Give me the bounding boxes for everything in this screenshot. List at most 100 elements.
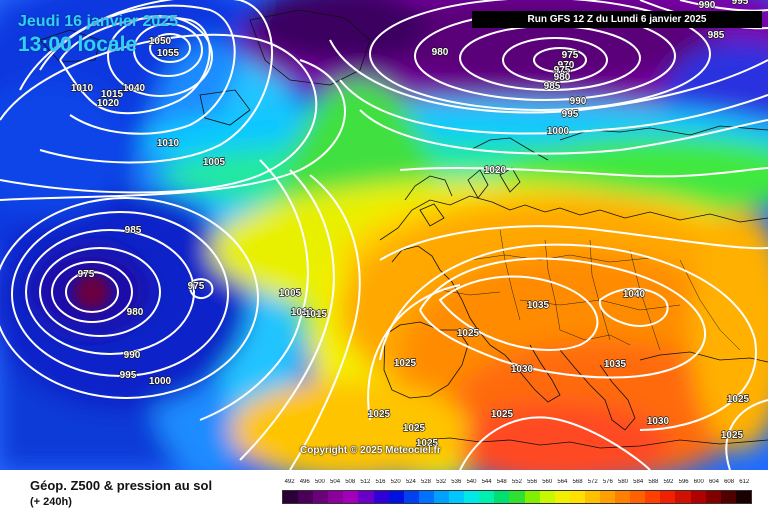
scale-swatch bbox=[373, 491, 389, 503]
pressure-label: 1050 bbox=[149, 36, 172, 47]
pressure-label: 1040 bbox=[123, 83, 146, 94]
pressure-label: 1005 bbox=[203, 157, 226, 168]
pressure-label: 975 bbox=[562, 50, 579, 61]
scale-swatch bbox=[313, 491, 329, 503]
pressure-label: 1025 bbox=[491, 409, 514, 420]
pressure-label: 975 bbox=[554, 65, 571, 76]
copyright-notice: Copyright © 2025 Meteociel.fr bbox=[300, 445, 441, 456]
scale-label: 596 bbox=[678, 479, 689, 485]
pressure-label: 980 bbox=[554, 72, 571, 83]
pressure-label: 1005 bbox=[279, 288, 302, 299]
scale-swatch bbox=[403, 491, 419, 503]
scale-swatch bbox=[479, 491, 495, 503]
scale-label: 572 bbox=[587, 479, 598, 485]
forecast-date: Jeudi 16 janvier 2025 bbox=[18, 13, 179, 30]
pressure-label: 1025 bbox=[416, 438, 439, 449]
scale-label: 500 bbox=[314, 479, 325, 485]
scale-label: 604 bbox=[708, 479, 719, 485]
pressure-label: 1020 bbox=[484, 165, 507, 176]
color-scale-labels: 492 496 500 504 508 512 516 520 524 528 532 536 540 5… bbox=[282, 479, 752, 489]
scale-label: 560 bbox=[542, 479, 553, 485]
pressure-label: 1025 bbox=[727, 394, 750, 405]
scale-label: 512 bbox=[360, 479, 371, 485]
scale-swatch bbox=[599, 491, 616, 503]
scale-label: 584 bbox=[633, 479, 644, 485]
weather-map: 1050 1055 1040 1010 1015 1020 1010 1005 980 975 97… bbox=[0, 0, 768, 470]
pressure-label: 1055 bbox=[157, 48, 180, 59]
scale-label: 508 bbox=[345, 479, 356, 485]
scale-swatch bbox=[283, 491, 299, 503]
pressure-label: 975 bbox=[188, 281, 205, 292]
scale-swatch bbox=[720, 491, 736, 503]
pressure-label: 1010 bbox=[291, 307, 314, 318]
scale-label: 588 bbox=[648, 479, 659, 485]
legend-footer: Géop. Z500 & pression au sol (+ 240h) 49… bbox=[0, 470, 768, 512]
pressure-label: 995 bbox=[562, 109, 579, 120]
scale-label: 552 bbox=[511, 479, 522, 485]
scale-swatch bbox=[433, 491, 450, 503]
scale-label: 496 bbox=[299, 479, 310, 485]
pressure-label: 1025 bbox=[368, 409, 391, 420]
scale-swatch bbox=[539, 491, 555, 503]
pressure-label: 1035 bbox=[527, 300, 550, 311]
scale-label: 608 bbox=[724, 479, 735, 485]
scale-label: 564 bbox=[557, 479, 568, 485]
scale-swatch bbox=[509, 491, 525, 503]
scale-label: 492 bbox=[284, 479, 295, 485]
pressure-label: 980 bbox=[432, 47, 449, 58]
pressure-label: 1035 bbox=[604, 359, 627, 370]
scale-label: 600 bbox=[693, 479, 704, 485]
scale-swatch bbox=[494, 491, 510, 503]
pressure-label: 995 bbox=[732, 0, 749, 7]
coastlines bbox=[39, 9, 768, 449]
color-scale-bar bbox=[282, 490, 752, 504]
pressure-label: 1010 bbox=[157, 138, 180, 149]
pressure-label: 980 bbox=[127, 307, 144, 318]
pressure-label: 1030 bbox=[511, 364, 534, 375]
scale-swatch bbox=[569, 491, 585, 503]
pressure-label: 990 bbox=[699, 0, 716, 11]
pressure-label: 995 bbox=[120, 370, 137, 381]
pressure-label: 975 bbox=[78, 269, 95, 280]
scale-label: 612 bbox=[739, 479, 750, 485]
pressure-label: 1025 bbox=[403, 423, 426, 434]
forecast-range: (+ 240h) bbox=[30, 496, 72, 508]
pressure-label: 970 bbox=[558, 60, 575, 71]
scale-swatch bbox=[343, 491, 359, 503]
pressure-label: 985 bbox=[708, 30, 725, 41]
pressure-label: 985 bbox=[125, 225, 142, 236]
run-info: Run GFS 12 Z du Lundi 6 janvier 2025 bbox=[472, 11, 762, 28]
scale-label: 520 bbox=[390, 479, 401, 485]
scale-swatch bbox=[388, 491, 404, 503]
scale-swatch bbox=[735, 491, 751, 503]
scale-swatch bbox=[464, 491, 480, 503]
scale-swatch bbox=[298, 491, 314, 503]
scale-swatch bbox=[584, 491, 600, 503]
scale-label: 504 bbox=[330, 479, 341, 485]
scale-swatch bbox=[524, 491, 540, 503]
pressure-label: 985 bbox=[544, 81, 561, 92]
pressure-label: 1010 bbox=[71, 83, 94, 94]
pressure-label: 1020 bbox=[97, 98, 120, 109]
forecast-time: 13:00 locale bbox=[18, 33, 138, 56]
pressure-label: 1015 bbox=[101, 89, 124, 100]
scale-label: 532 bbox=[436, 479, 447, 485]
scale-swatch bbox=[328, 491, 344, 503]
scale-swatch bbox=[705, 491, 721, 503]
color-field bbox=[0, 0, 768, 470]
pressure-label: 1025 bbox=[457, 328, 480, 339]
scale-swatch bbox=[690, 491, 706, 503]
map-title: Géop. Z500 & pression au sol bbox=[30, 478, 213, 493]
scale-label: 516 bbox=[375, 479, 386, 485]
pressure-label: 990 bbox=[570, 96, 587, 107]
pressure-label: 1040 bbox=[623, 289, 646, 300]
scale-label: 524 bbox=[405, 479, 416, 485]
scale-label: 528 bbox=[420, 479, 431, 485]
scale-swatch bbox=[615, 491, 631, 503]
scale-swatch bbox=[630, 491, 646, 503]
pressure-label: 1025 bbox=[394, 358, 417, 369]
isobars bbox=[0, 0, 768, 470]
scale-label: 568 bbox=[572, 479, 583, 485]
